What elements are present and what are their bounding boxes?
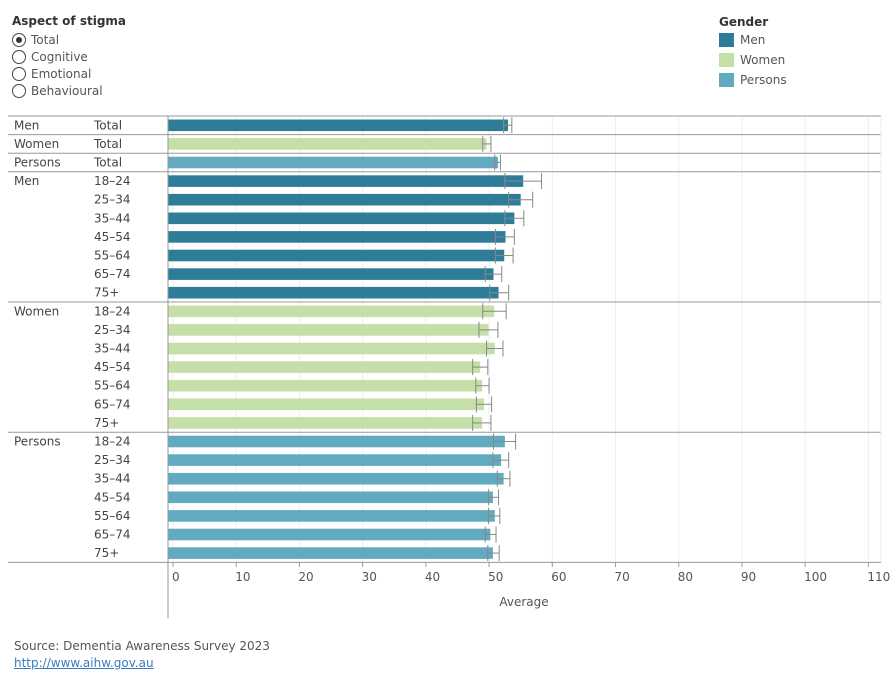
age-label: 18–24 — [94, 174, 131, 188]
radio-label: Total — [31, 32, 60, 47]
age-label: 45–54 — [94, 230, 131, 244]
age-label: 75+ — [94, 416, 119, 430]
radio-button[interactable] — [12, 66, 26, 81]
radio-label: Emotional — [31, 66, 92, 81]
bar — [168, 268, 494, 280]
age-label: 65–74 — [94, 267, 131, 281]
bar — [168, 342, 495, 355]
age-label: 25–34 — [94, 453, 131, 467]
x-tick-label: 0 — [172, 570, 180, 584]
radio-label: Cognitive — [31, 49, 88, 64]
age-label: 55–64 — [94, 379, 131, 393]
radio-behavioural[interactable]: Behavioural — [12, 82, 103, 99]
legend-title: Gender — [719, 15, 769, 29]
gender-label: Persons — [14, 435, 61, 449]
legend-swatch — [719, 33, 734, 47]
age-label: 35–44 — [94, 472, 131, 486]
bar — [168, 379, 483, 392]
legend-item-persons[interactable]: Persons — [719, 72, 787, 88]
x-tick-label: 80 — [678, 570, 693, 584]
bar — [168, 231, 506, 243]
age-label: 75+ — [94, 546, 119, 560]
x-tick-label: 90 — [741, 570, 756, 584]
legend-label: Women — [740, 53, 786, 67]
x-tick-label: 20 — [298, 570, 313, 584]
bar — [168, 305, 495, 318]
bar — [168, 138, 487, 150]
x-tick-label: 40 — [425, 570, 440, 584]
legend-label: Men — [740, 33, 766, 47]
age-label: 55–64 — [94, 249, 131, 263]
bar — [168, 212, 515, 225]
bar — [168, 417, 483, 429]
age-label: 18–24 — [94, 304, 131, 318]
age-label: 65–74 — [94, 397, 131, 411]
bar — [168, 249, 505, 262]
radio-label: Behavioural — [31, 83, 103, 98]
x-tick-label: 50 — [488, 570, 503, 584]
gender-label: Women — [14, 137, 59, 151]
x-tick-label: 100 — [804, 570, 827, 584]
radio-button[interactable] — [12, 49, 26, 64]
legend-label: Persons — [740, 73, 787, 87]
bar — [168, 435, 505, 448]
x-tick-label: 110 — [867, 570, 890, 584]
age-label: 25–34 — [94, 323, 131, 337]
radio-button-selected[interactable] — [12, 32, 26, 47]
legend-swatch — [719, 73, 734, 87]
bar — [168, 547, 493, 559]
bar-chart: Men Total Women Total Persons Total Men 18–24 25… — [8, 115, 890, 618]
bar — [168, 528, 491, 541]
age-label: Total — [93, 118, 122, 132]
legend-swatch — [719, 53, 734, 67]
bar — [168, 193, 521, 206]
age-label: 65–74 — [94, 528, 131, 542]
x-tick-label: 30 — [362, 570, 377, 584]
age-label: 45–54 — [94, 360, 131, 374]
bar — [168, 361, 481, 373]
bar — [168, 286, 499, 299]
age-label: 18–24 — [94, 435, 131, 449]
age-label: 55–64 — [94, 509, 131, 523]
age-label: 75+ — [94, 286, 119, 300]
bar — [168, 156, 498, 169]
source-note: Source: Dementia Awareness Survey 2023 — [14, 639, 270, 653]
bar — [168, 472, 504, 485]
age-label: Total — [93, 156, 122, 170]
legend-item-women[interactable]: Women — [719, 52, 785, 68]
bar — [168, 454, 502, 466]
bar — [168, 398, 485, 411]
radio-emotional[interactable]: Emotional — [12, 65, 91, 82]
gender-label: Men — [14, 118, 39, 132]
source-link[interactable]: http://www.aihw.gov.au — [14, 656, 154, 670]
radio-total[interactable]: Total — [12, 31, 59, 48]
x-axis-title: Average — [499, 595, 548, 609]
age-label: 35–44 — [94, 211, 131, 225]
filter-title: Aspect of stigma — [12, 14, 127, 28]
age-label: 35–44 — [94, 342, 131, 356]
x-tick-label: 10 — [235, 570, 250, 584]
age-label: Total — [93, 137, 122, 151]
bar — [168, 324, 489, 336]
radio-button[interactable] — [12, 83, 26, 98]
age-label: 45–54 — [94, 490, 131, 504]
x-tick-label: 70 — [615, 570, 630, 584]
x-tick-label: 60 — [551, 570, 566, 584]
gender-label: Men — [14, 174, 39, 188]
gender-label: Women — [14, 304, 59, 318]
bar — [168, 510, 495, 522]
legend-item-men[interactable]: Men — [719, 32, 765, 48]
bar — [168, 119, 509, 132]
gender-label: Persons — [14, 156, 61, 170]
bar — [168, 491, 493, 504]
bar — [168, 175, 524, 187]
age-label: 25–34 — [94, 193, 131, 207]
radio-cognitive[interactable]: Cognitive — [12, 48, 88, 65]
